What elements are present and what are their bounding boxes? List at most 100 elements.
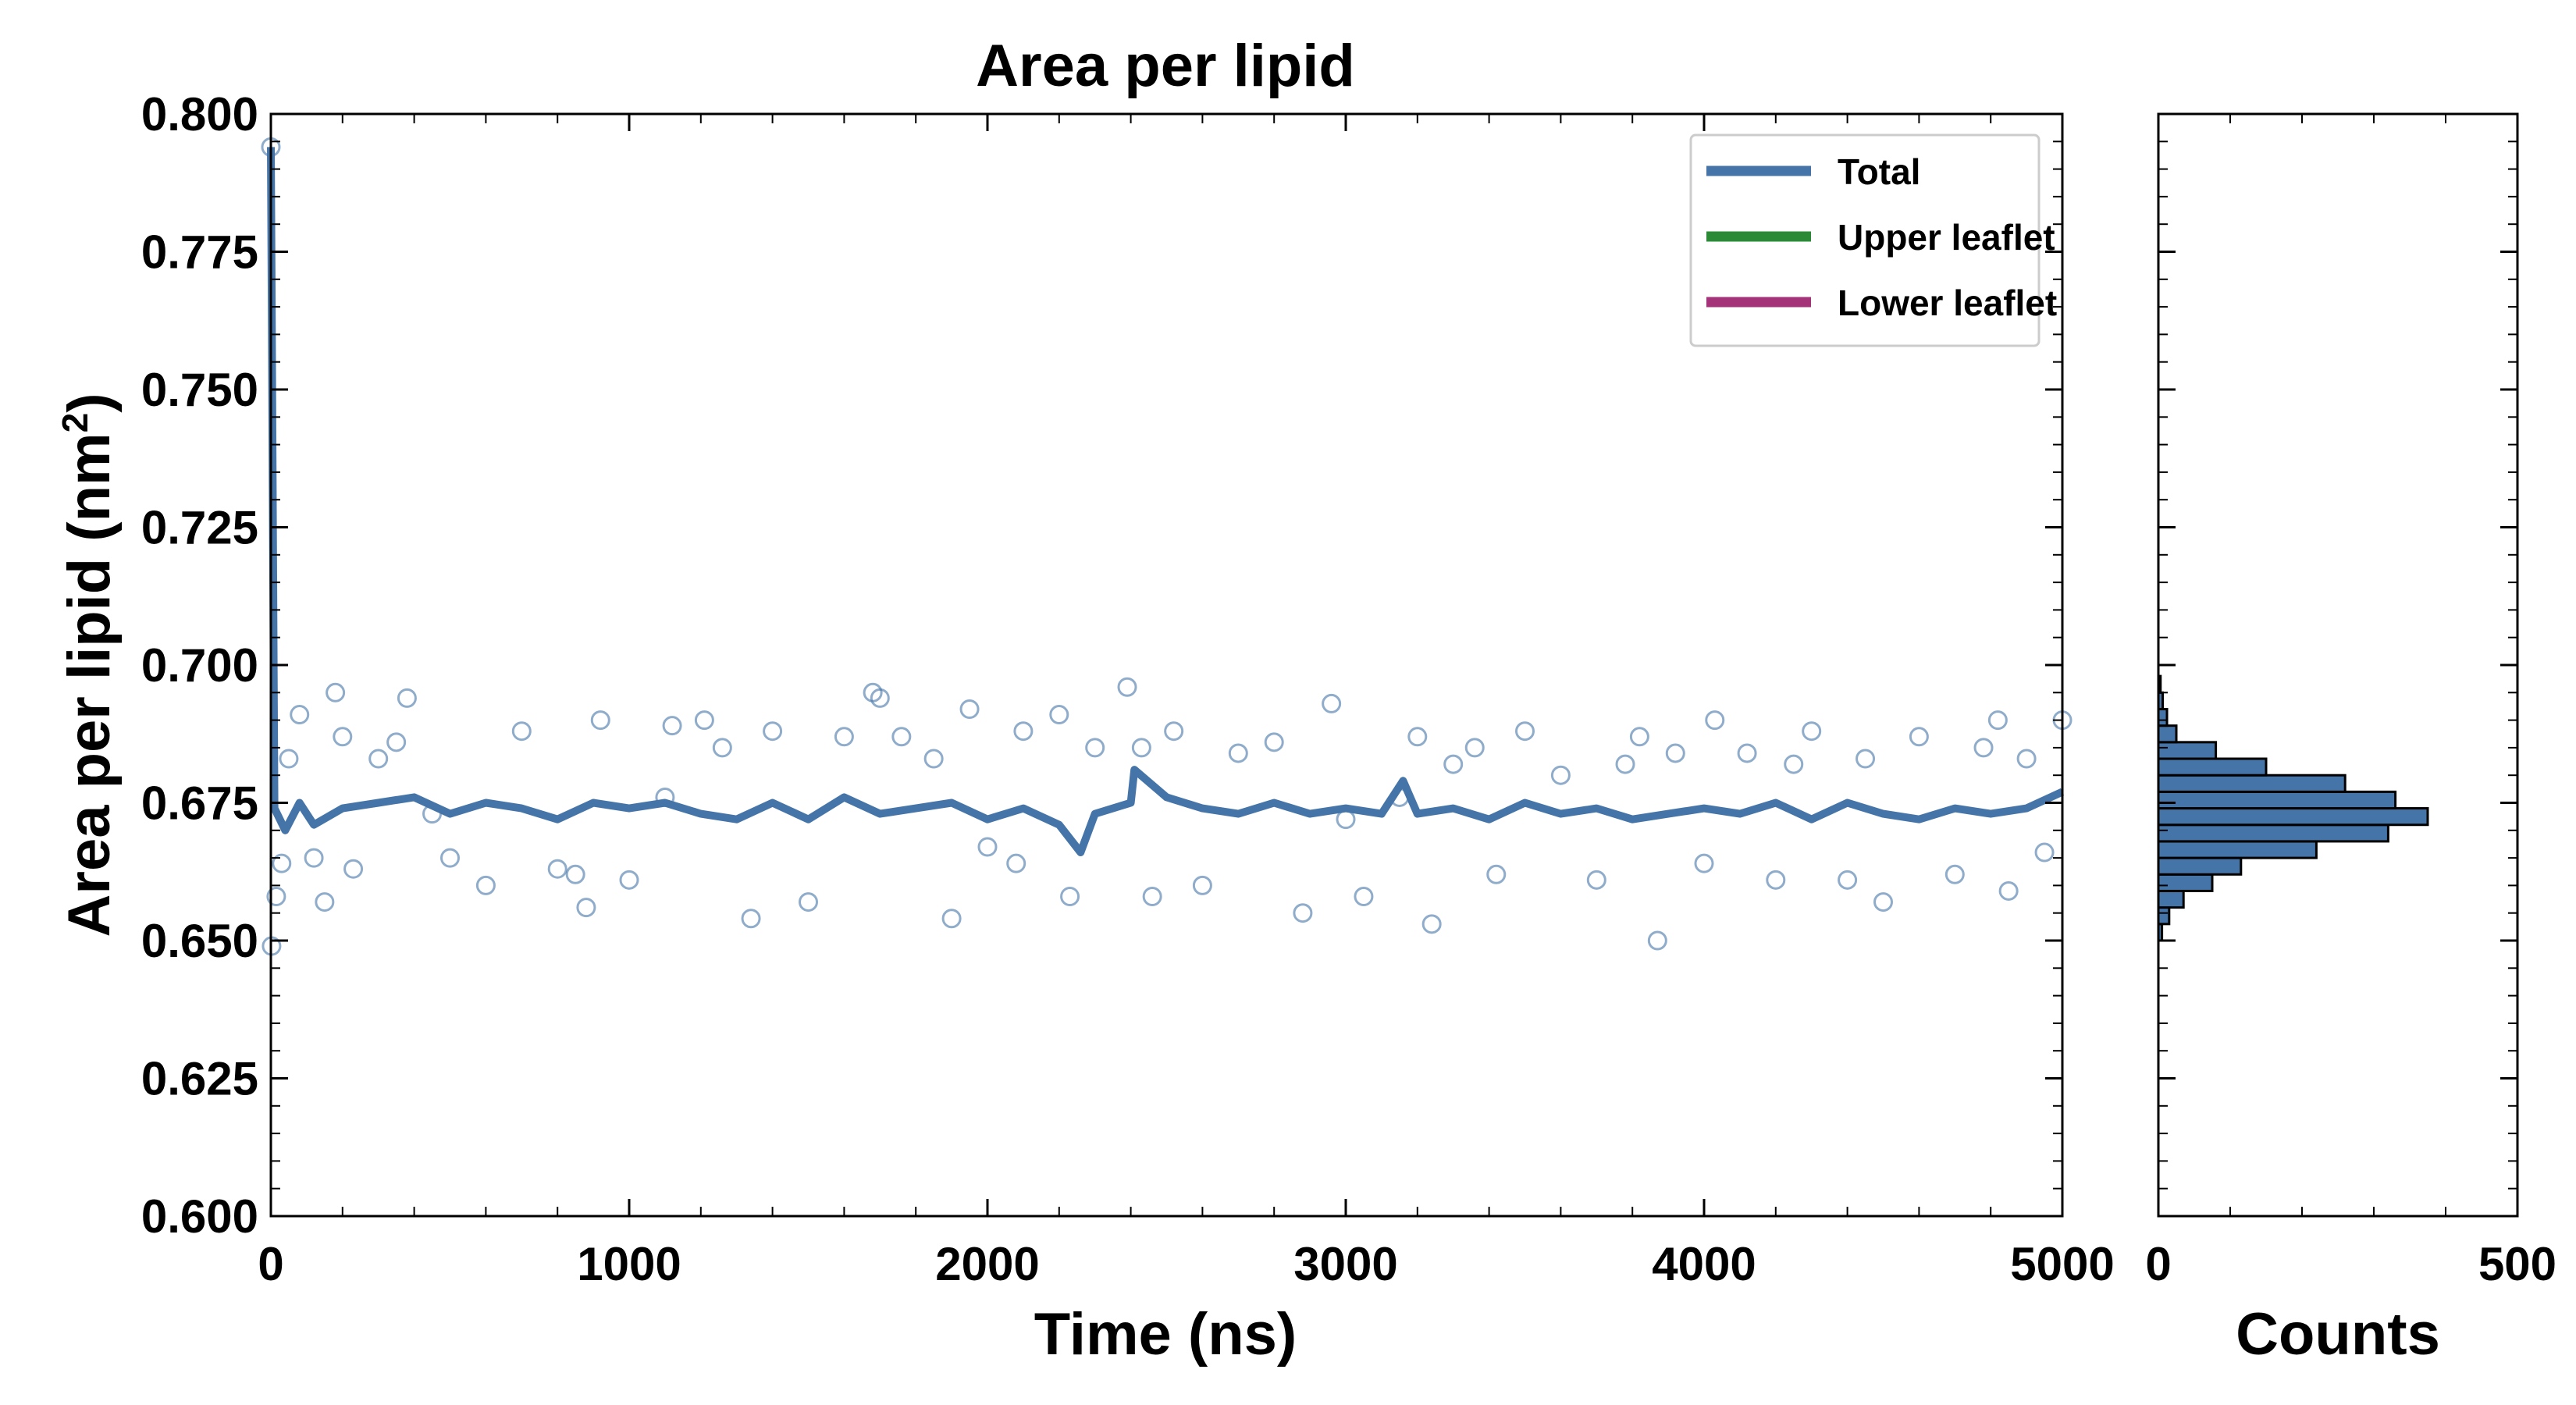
legend: Total Upper leaflet Lower leaflet: [1689, 133, 2057, 347]
scatter-point: [547, 859, 568, 879]
scatter-point: [1117, 677, 1137, 697]
main-plot: 0 1000 2000 3000 4000 5000 0.600 0.625 0.650 0.67…: [55, 88, 2115, 1368]
histogram-bar: [2157, 741, 2218, 760]
scatter-point: [315, 892, 335, 912]
histogram-bar: [2157, 807, 2429, 827]
x-axis-label: Time (ns): [1034, 1301, 1297, 1368]
scatter-point: [1264, 732, 1284, 752]
scatter-point: [1085, 738, 1105, 758]
scatter-point: [565, 864, 585, 884]
scatter-point: [1987, 710, 2008, 731]
scatter-point: [1615, 754, 1635, 774]
scatter-point: [272, 853, 292, 873]
y-axis-label-superscript: 2: [55, 413, 95, 433]
scatter-point: [799, 892, 818, 912]
histogram-x-tick-label: 500: [2478, 1238, 2556, 1290]
scatter-point: [1647, 930, 1667, 951]
legend-entry-upper-leaflet: Upper leaflet: [1706, 217, 2055, 258]
scatter-point: [440, 848, 460, 868]
histogram-bar: [2157, 790, 2397, 810]
chart-title: Area per lipid: [976, 33, 1355, 99]
y-axis-label-main: Area per lipid (nm: [56, 432, 123, 937]
histogram-frame: [2157, 112, 2519, 1218]
scatter-point: [694, 710, 714, 731]
histogram-bar: [2157, 757, 2268, 777]
scatter-point: [590, 710, 610, 731]
y-tick-label: 0.675: [141, 777, 258, 830]
scatter-point: [1856, 749, 1876, 769]
x-tick-label: 0: [258, 1238, 283, 1290]
y-axis-label-suffix: ): [56, 393, 123, 412]
scatter-point: [1293, 903, 1313, 923]
legend-label-total: Total: [1838, 151, 1920, 192]
scatter-point: [712, 738, 732, 758]
scatter-point: [304, 848, 324, 868]
scatter-point: [1443, 754, 1464, 774]
scatter-point: [1322, 693, 1342, 713]
scatter-point: [763, 721, 783, 742]
histogram-marks: [2157, 674, 2429, 942]
y-tick-label: 0.725: [141, 502, 258, 554]
scatter-point: [266, 887, 286, 907]
scatter-point: [1228, 743, 1248, 763]
x-tick-label: 3000: [1293, 1238, 1397, 1290]
histogram-bar: [2157, 724, 2178, 744]
scatter-point: [1944, 864, 1965, 884]
x-tick-label: 1000: [577, 1238, 681, 1290]
scatter-point: [1873, 892, 1893, 912]
scatter-point: [1515, 721, 1535, 742]
scatter-point: [326, 682, 346, 702]
y-tick-label: 0.600: [141, 1190, 258, 1243]
scatter-point: [1421, 914, 1442, 934]
legend-entry-total: Total: [1706, 151, 1920, 192]
scatter-point: [1629, 727, 1649, 747]
scatter-point: [1802, 721, 1822, 742]
main-plot-marks: [261, 137, 2073, 956]
scatter-point: [343, 859, 364, 879]
y-tick-label: 0.750: [141, 364, 258, 416]
scatter-point: [1013, 721, 1034, 742]
scatter-point: [1486, 864, 1507, 884]
scatter-point: [870, 688, 890, 708]
scatter-point: [1164, 721, 1184, 742]
scatter-point: [2016, 749, 2037, 769]
scatter-point: [1586, 870, 1606, 890]
main-plot-ticks: 0 1000 2000 3000 4000 5000 0.600 0.625 0.650 0.67…: [141, 88, 2115, 1290]
scatter-point: [619, 870, 639, 890]
scatter-point: [1550, 765, 1571, 785]
histogram-plot: 0 500 Counts: [2145, 112, 2556, 1368]
scatter-point: [1998, 880, 2019, 901]
legend-box: [1689, 133, 2041, 347]
histogram-bar: [2157, 856, 2243, 876]
scatter-point: [386, 732, 407, 752]
scatter-point: [1407, 727, 1428, 747]
histogram-bar: [2157, 840, 2318, 859]
legend-label-upper-leaflet: Upper leaflet: [1838, 217, 2055, 258]
scatter-point: [1049, 705, 1069, 725]
histogram-bar: [2157, 889, 2185, 909]
legend-entry-lower-leaflet: Lower leaflet: [1706, 283, 2057, 323]
legend-label-lower-leaflet: Lower leaflet: [1838, 283, 2057, 323]
histogram-x-tick-label: 0: [2145, 1238, 2171, 1290]
scatter-point: [959, 699, 980, 719]
scatter-point: [2034, 842, 2055, 863]
x-tick-label: 4000: [1652, 1238, 1756, 1290]
histogram-bar: [2157, 774, 2347, 793]
scatter-point: [511, 721, 532, 742]
scatter-point: [1766, 870, 1786, 890]
scatter-point: [891, 727, 912, 747]
y-tick-label: 0.650: [141, 915, 258, 967]
x-tick-label: 5000: [2010, 1238, 2114, 1290]
histogram-bar: [2157, 873, 2214, 892]
scatter-point: [923, 749, 944, 769]
scatter-point: [368, 749, 389, 769]
scatter-point: [397, 688, 417, 708]
scatter-point: [1784, 754, 1804, 774]
scatter-point: [290, 705, 310, 725]
histogram-bar: [2157, 906, 2171, 926]
scatter-point: [834, 727, 854, 747]
main-plot-frame: [269, 112, 2064, 1218]
scatter-point: [1131, 738, 1151, 758]
